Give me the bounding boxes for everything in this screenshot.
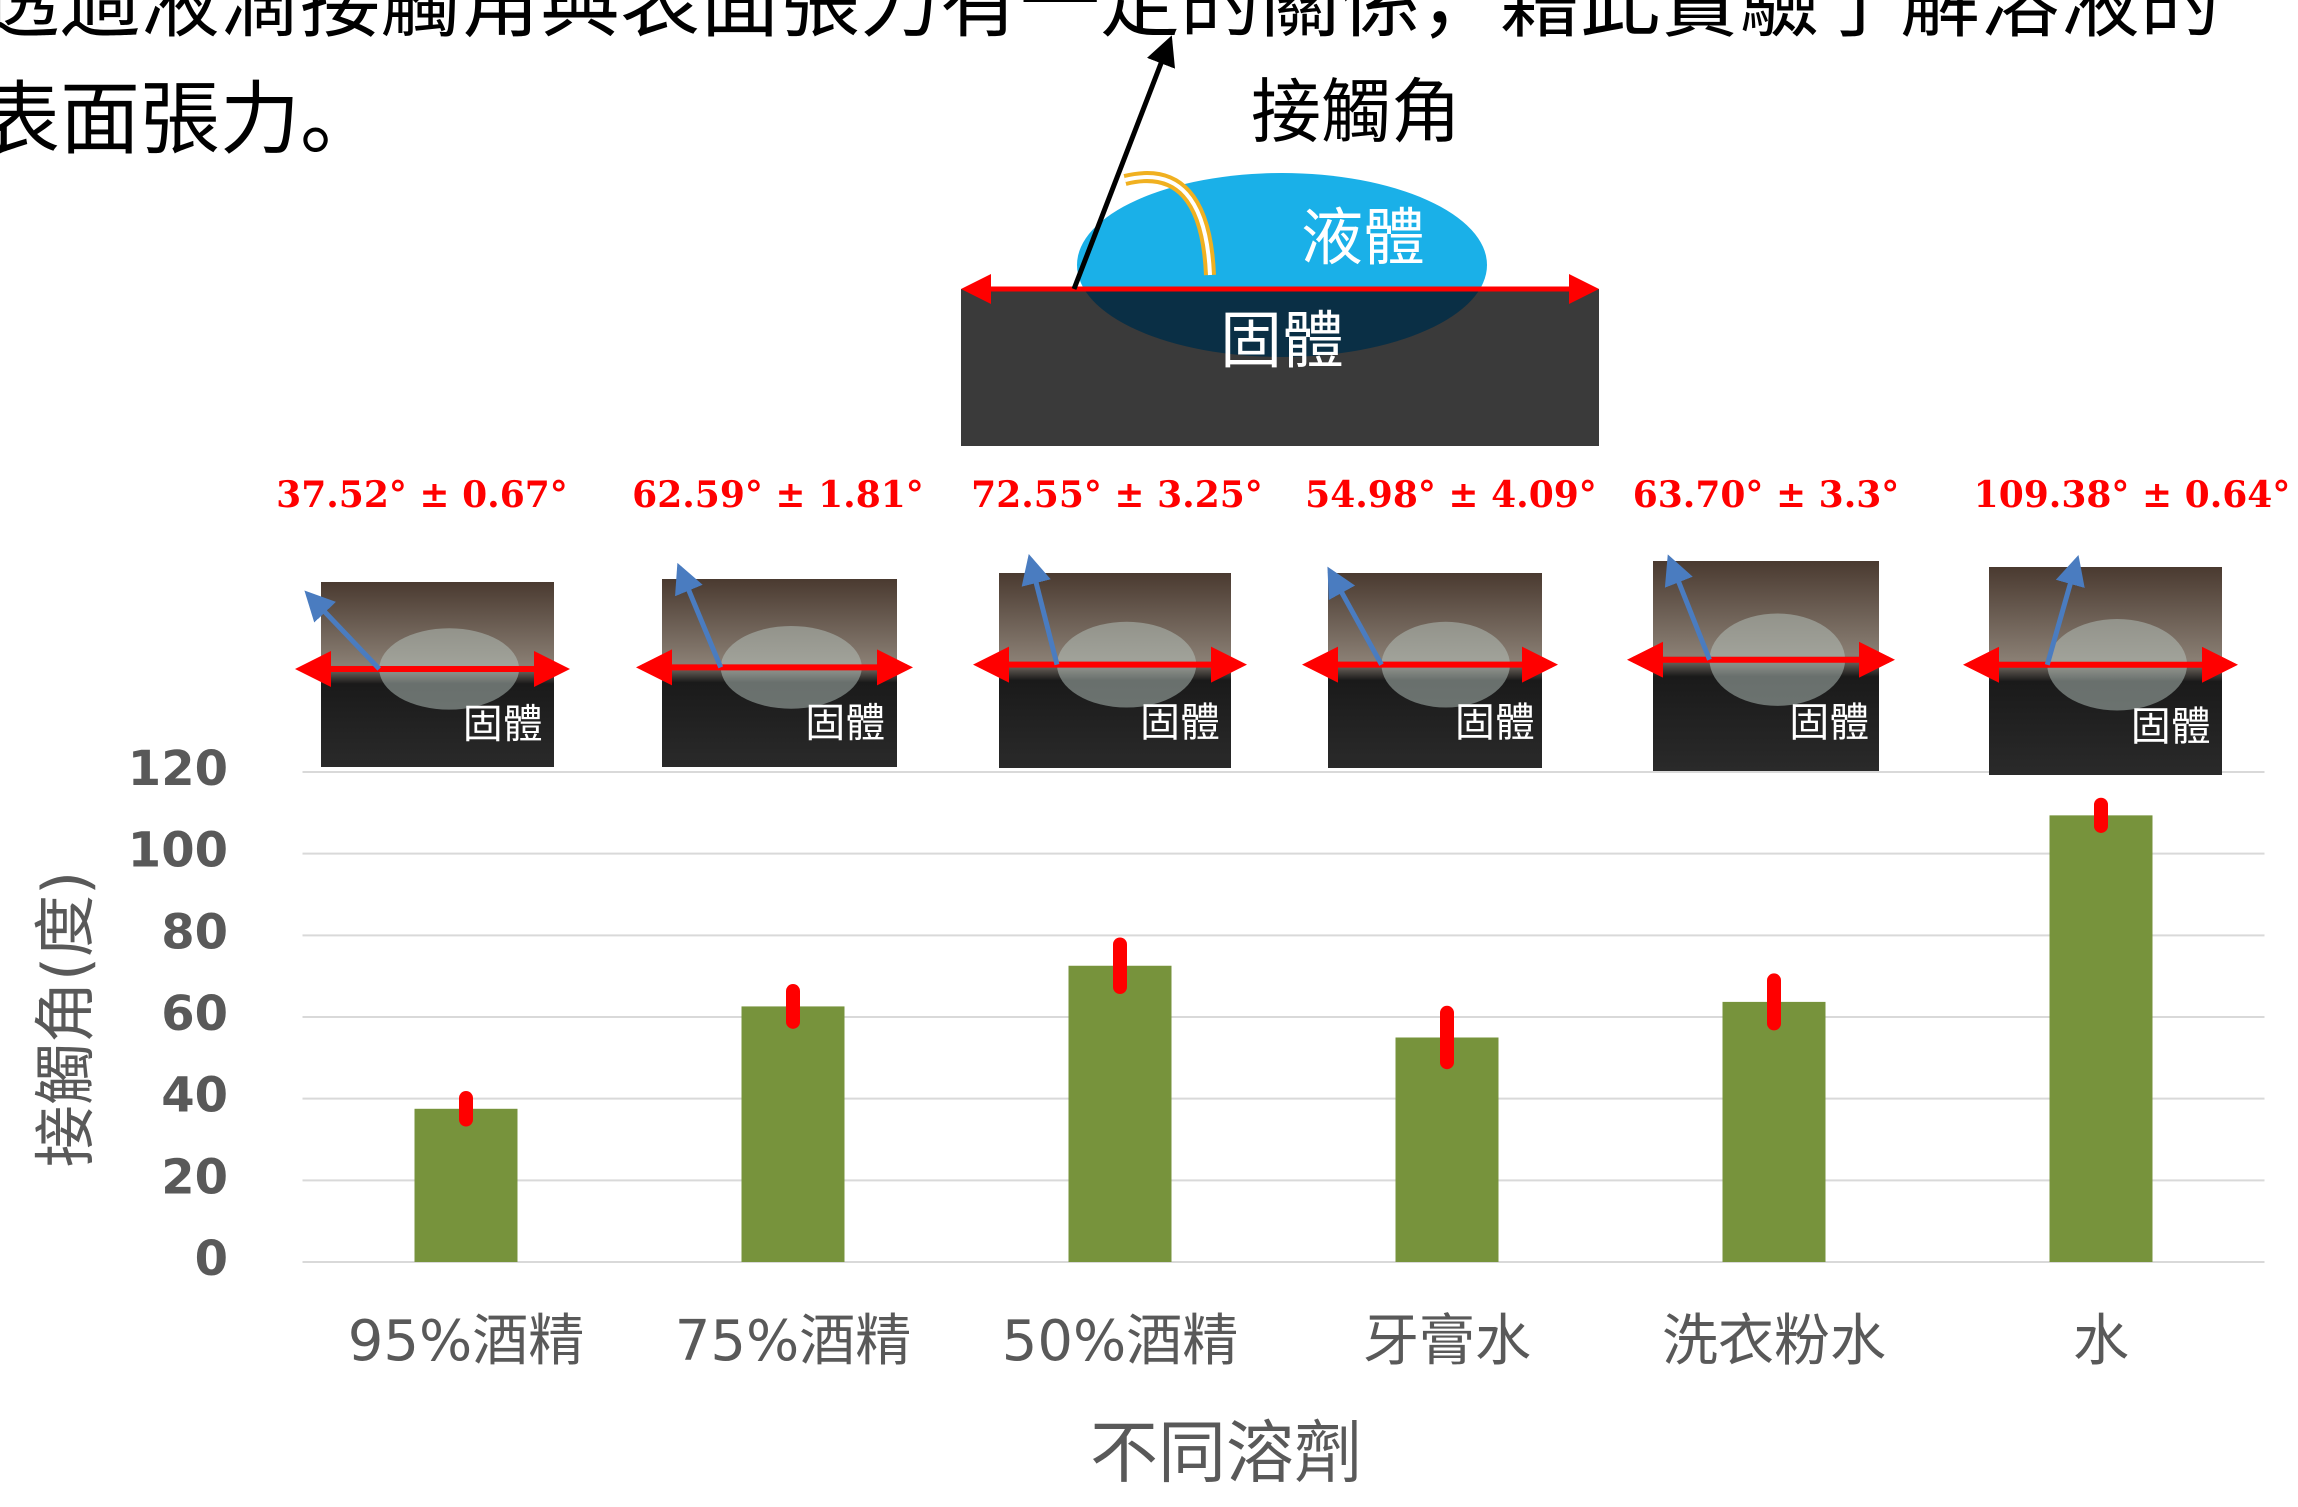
solid-label: 固體 <box>2131 704 2211 750</box>
bar <box>1722 1001 1826 1262</box>
solid-label: 固體 <box>1140 700 1220 746</box>
angle-label: 接觸角 <box>1251 71 1461 153</box>
bar <box>741 1006 845 1262</box>
value-label: 62.59° ± 1.81° <box>632 474 924 516</box>
x-tick-label: 洗衣粉水 <box>1662 1309 1886 1374</box>
bar <box>1068 965 1172 1262</box>
bar <box>2049 815 2153 1262</box>
x-axis-title: 不同溶劑 <box>1090 1415 1362 1494</box>
x-tick-label: 牙膏水 <box>1363 1309 1531 1374</box>
x-tick-label: 50%酒精 <box>1002 1309 1238 1374</box>
angle-arrow <box>1021 553 1060 666</box>
value-label: 37.52° ± 0.67° <box>276 474 568 516</box>
solid-label: 固體 <box>463 701 543 747</box>
solid-label: 固體 <box>1220 304 1344 377</box>
liquid-shadow <box>1084 289 1480 357</box>
liquid-label: 液體 <box>1301 201 1425 274</box>
y-tick-label: 100 <box>128 823 228 879</box>
angle-arrow <box>1664 554 1712 661</box>
y-tick-label: 20 <box>161 1149 228 1205</box>
y-axis-title: 接觸角(度) <box>29 871 102 1167</box>
y-tick-label: 0 <box>195 1231 228 1287</box>
value-label: 109.38° ± 0.64° <box>1974 474 2291 516</box>
solid-label: 固體 <box>1455 700 1535 746</box>
angle-arrow <box>1327 566 1384 666</box>
y-tick-label: 40 <box>161 1068 228 1124</box>
angle-arc <box>1124 175 1212 276</box>
liquid-drop <box>1077 173 1487 289</box>
x-tick-label: 水 <box>2073 1309 2129 1374</box>
x-tick-label: 95%酒精 <box>348 1309 584 1374</box>
value-label: 54.98° ± 4.09° <box>1305 474 1597 516</box>
y-tick-label: 60 <box>161 986 228 1042</box>
angle-arrow <box>304 590 382 671</box>
bar <box>1395 1037 1499 1262</box>
bar <box>414 1108 518 1262</box>
value-label: 72.55° ± 3.25° <box>971 474 1263 516</box>
angle-arrow <box>2044 555 2085 666</box>
solid-label: 固體 <box>1789 700 1869 746</box>
tangent-arrow <box>1071 35 1176 290</box>
angle-arrow <box>675 562 724 669</box>
value-label: 63.70° ± 3.3° <box>1633 474 1900 516</box>
intro-line: 透過液滴接觸角與表面張力有一定的關係，藉此實驗了解溶液的 <box>0 0 2220 49</box>
solid-label: 固體 <box>805 701 885 747</box>
intro-line: 表面張力。 <box>0 73 380 166</box>
y-tick-label: 80 <box>161 904 228 960</box>
y-tick-label: 120 <box>128 741 228 797</box>
x-tick-label: 75%酒精 <box>675 1309 911 1374</box>
